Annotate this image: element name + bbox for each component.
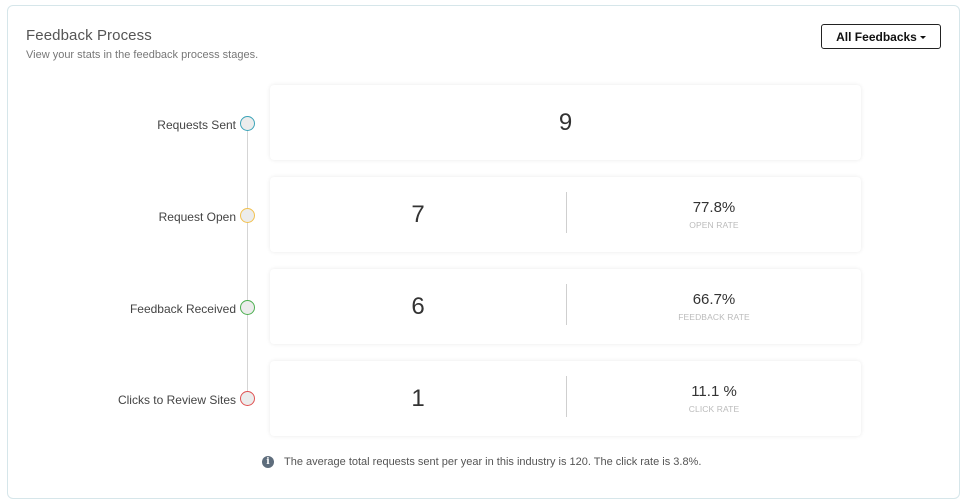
stage-label-feedback-received: Feedback Received bbox=[129, 302, 236, 316]
stage-count: 9 bbox=[558, 108, 573, 136]
stage-count: 6 bbox=[411, 292, 425, 320]
stage-dot-icon bbox=[240, 208, 255, 223]
feedback-filter-dropdown[interactable]: All Feedbacks bbox=[821, 24, 941, 49]
panel-subtitle: View your stats in the feedback process … bbox=[26, 49, 259, 61]
rate-label: FEEDBACK RATE bbox=[678, 312, 750, 322]
stage-count: 1 bbox=[411, 384, 425, 412]
card-divider bbox=[566, 376, 567, 417]
card-divider bbox=[566, 192, 567, 233]
stage-count: 7 bbox=[411, 200, 425, 228]
stage-card-feedback-received: 6 66.7% FEEDBACK RATE bbox=[270, 269, 861, 344]
stage-rate: 11.1 % CLICK RATE bbox=[567, 361, 861, 436]
info-icon: i bbox=[262, 456, 274, 468]
stage-dot-icon bbox=[240, 391, 255, 406]
rate-value: 11.1 % bbox=[691, 383, 737, 400]
stage-card-request-open: 7 77.8% OPEN RATE bbox=[270, 177, 861, 252]
card-divider bbox=[566, 284, 567, 325]
rate-label: OPEN RATE bbox=[689, 220, 739, 230]
stage-rate: 77.8% OPEN RATE bbox=[567, 177, 861, 252]
industry-footnote: i The average total requests sent per ye… bbox=[262, 456, 701, 468]
stage-rate: 66.7% FEEDBACK RATE bbox=[567, 269, 861, 344]
stage-label-clicks-to-review-sites: Clicks to Review Sites bbox=[117, 393, 236, 407]
stage-dot-icon bbox=[240, 300, 255, 315]
caret-down-icon bbox=[919, 35, 926, 39]
rate-value: 66.7% bbox=[692, 291, 736, 308]
panel-title: Feedback Process bbox=[26, 27, 152, 44]
footnote-text: The average total requests sent per year… bbox=[284, 456, 702, 468]
stage-dot-icon bbox=[240, 116, 255, 131]
stage-card-requests-sent: 9 bbox=[270, 85, 861, 160]
rate-label: CLICK RATE bbox=[688, 404, 740, 414]
timeline-line bbox=[247, 124, 248, 399]
rate-value: 77.8% bbox=[692, 199, 736, 216]
dropdown-selected-label: All Feedbacks bbox=[836, 29, 917, 44]
stage-label-request-open: Request Open bbox=[158, 210, 236, 224]
stage-label-requests-sent: Requests Sent bbox=[157, 118, 236, 132]
stage-card-clicks-to-review-sites: 1 11.1 % CLICK RATE bbox=[270, 361, 861, 436]
